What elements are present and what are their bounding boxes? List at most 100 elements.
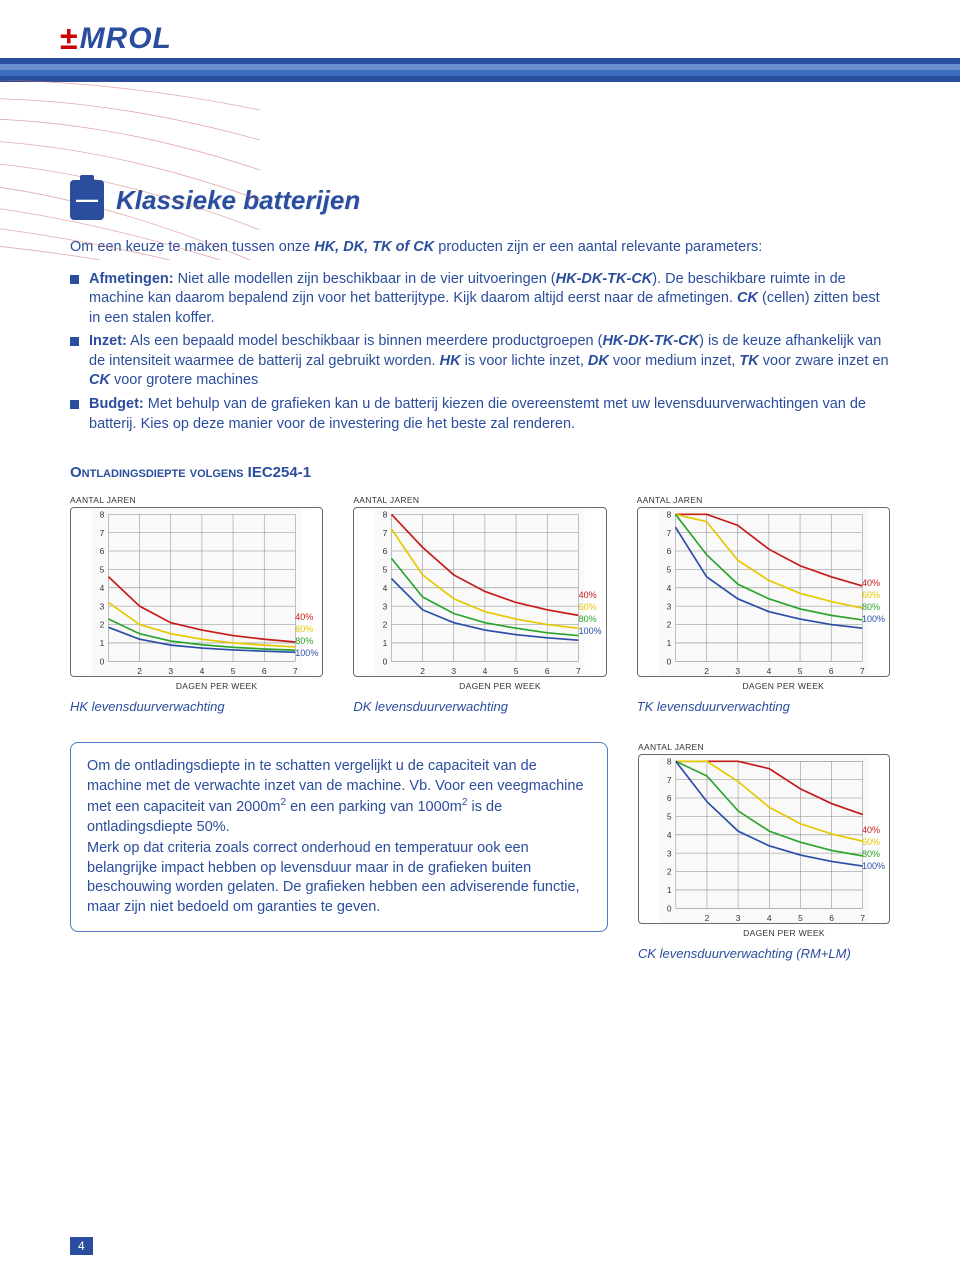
svg-text:8: 8 [100, 510, 105, 520]
list-item: Budget: Met behulp van de grafieken kan … [70, 395, 890, 434]
logo: ± MROL [60, 20, 172, 57]
page-content: — Klassieke batterijen Om een keuze te m… [0, 180, 960, 961]
svg-text:0: 0 [100, 657, 105, 667]
chart-tk: AANTAL JAREN23456701234567840%60%80%100%… [637, 495, 890, 714]
radial-lines-decor [0, 80, 260, 260]
intro-suffix: producten zijn er een aantal relevante p… [434, 239, 762, 255]
chart-caption: TK levensduurverwachting [637, 699, 890, 714]
chart-dk: AANTAL JAREN23456701234567840%60%80%100%… [353, 495, 606, 714]
svg-text:6: 6 [666, 546, 671, 556]
chart-legend: 40%60%80%100% [862, 578, 885, 624]
svg-text:5: 5 [667, 812, 672, 822]
svg-text:2: 2 [421, 666, 426, 676]
chart-x-axis-label: DAGEN PER WEEK [677, 681, 890, 691]
svg-text:3: 3 [452, 666, 457, 676]
svg-text:1: 1 [383, 638, 388, 648]
svg-text:2: 2 [383, 620, 388, 630]
list-item: Inzet: Als een bepaald model beschikbaar… [70, 332, 890, 391]
svg-text:3: 3 [383, 601, 388, 611]
svg-text:5: 5 [514, 666, 519, 676]
svg-text:2: 2 [100, 620, 105, 630]
svg-text:4: 4 [766, 666, 771, 676]
svg-text:4: 4 [100, 583, 105, 593]
svg-text:7: 7 [293, 666, 298, 676]
logo-text: MROL [80, 22, 172, 56]
svg-text:8: 8 [666, 510, 671, 520]
svg-text:8: 8 [667, 757, 672, 767]
svg-text:6: 6 [383, 546, 388, 556]
chart-hk: AANTAL JAREN23456701234567840%60%80%100%… [70, 495, 323, 714]
list-item: Afmetingen: Niet alle modellen zijn besc… [70, 270, 890, 329]
svg-text:7: 7 [860, 666, 865, 676]
svg-text:7: 7 [860, 913, 865, 923]
chart-x-axis-label: DAGEN PER WEEK [393, 681, 606, 691]
svg-text:0: 0 [383, 657, 388, 667]
svg-text:3: 3 [100, 601, 105, 611]
intro-products: HK, DK, TK of CK [314, 239, 434, 255]
svg-text:7: 7 [576, 666, 581, 676]
svg-text:4: 4 [667, 830, 672, 840]
svg-text:5: 5 [798, 913, 803, 923]
svg-text:6: 6 [262, 666, 267, 676]
chart-legend: 40%60%80%100% [579, 590, 602, 636]
svg-text:6: 6 [667, 793, 672, 803]
svg-text:1: 1 [666, 638, 671, 648]
svg-text:4: 4 [383, 583, 388, 593]
svg-text:7: 7 [666, 528, 671, 538]
chart-caption: HK levensduurverwachting [70, 699, 323, 714]
svg-text:4: 4 [483, 666, 488, 676]
chart-legend: 40%60%80%100% [295, 612, 318, 658]
svg-text:2: 2 [666, 620, 671, 630]
svg-text:3: 3 [736, 913, 741, 923]
header-stripes [0, 58, 960, 82]
chart-y-axis-label: AANTAL JAREN [637, 495, 890, 505]
chart-frame: 23456701234567840%60%80%100% [637, 507, 890, 677]
svg-text:5: 5 [797, 666, 802, 676]
bottom-row: Om de ontladingsdiepte in te schatten ve… [70, 742, 890, 961]
svg-text:7: 7 [383, 528, 388, 538]
page-header: ± MROL [0, 0, 960, 130]
chart-frame: 23456701234567840%60%80%100% [353, 507, 606, 677]
bullet-head: Inzet: [89, 333, 127, 349]
bullet-square-icon [70, 400, 79, 409]
note-p2: Merk op dat criteria zoals correct onder… [87, 839, 591, 917]
svg-text:2: 2 [705, 913, 710, 923]
chart-frame: 23456701234567840%60%80%100% [70, 507, 323, 677]
chart-x-axis-label: DAGEN PER WEEK [678, 928, 890, 938]
svg-text:8: 8 [383, 510, 388, 520]
charts-row: AANTAL JAREN 2 3 4 5 6 7 0 1 2 3 4 5 6 7 8 40%60%80%100%… [70, 495, 890, 714]
bullet-square-icon [70, 275, 79, 284]
svg-text:7: 7 [100, 528, 105, 538]
note-p1: Om de ontladingsdiepte in te schatten ve… [87, 757, 591, 837]
svg-text:3: 3 [735, 666, 740, 676]
chart-frame: 23456701234567840%60%80%100% [638, 754, 890, 924]
section-title: Ontladingsdiepte volgens IEC254-1 [70, 464, 890, 481]
svg-text:4: 4 [200, 666, 205, 676]
page-number: 4 [70, 1237, 93, 1255]
battery-icon: — [70, 180, 104, 220]
bullet-head: Budget: [89, 396, 144, 412]
info-box: Om de ontladingsdiepte in te schatten ve… [70, 742, 608, 932]
svg-text:5: 5 [666, 565, 671, 575]
svg-text:6: 6 [829, 666, 834, 676]
svg-text:7: 7 [667, 775, 672, 785]
svg-text:0: 0 [667, 904, 672, 914]
chart-caption: DK levensduurverwachting [353, 699, 606, 714]
chart-caption: CK levensduurverwachting (RM+LM) [638, 946, 890, 961]
chart-x-axis-label: DAGEN PER WEEK [110, 681, 323, 691]
bullet-head: Afmetingen: [89, 271, 174, 287]
svg-text:1: 1 [667, 885, 672, 895]
svg-text:6: 6 [545, 666, 550, 676]
logo-mark-icon: ± [60, 20, 78, 57]
svg-text:0: 0 [666, 657, 671, 667]
svg-text:4: 4 [767, 913, 772, 923]
svg-text:5: 5 [231, 666, 236, 676]
bullet-square-icon [70, 337, 79, 346]
svg-text:1: 1 [100, 638, 105, 648]
chart-y-axis-label: AANTAL JAREN [638, 742, 890, 752]
svg-text:3: 3 [168, 666, 173, 676]
svg-text:2: 2 [704, 666, 709, 676]
svg-text:6: 6 [100, 546, 105, 556]
svg-text:2: 2 [137, 666, 142, 676]
svg-text:3: 3 [666, 601, 671, 611]
